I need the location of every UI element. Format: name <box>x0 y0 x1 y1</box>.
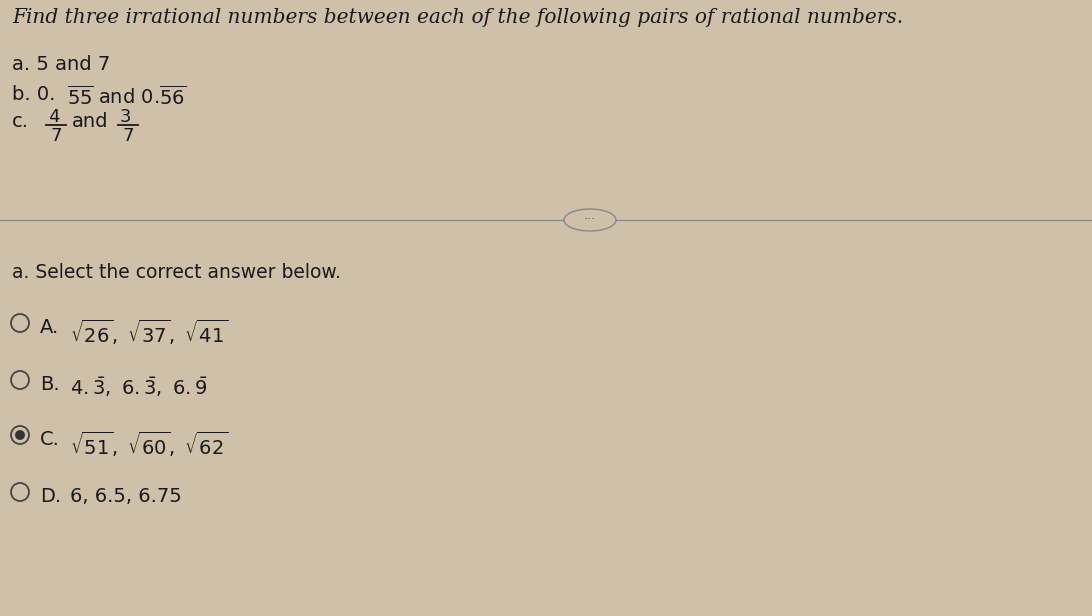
Text: $\sqrt{26}$$,\ \sqrt{37}$$,\ \sqrt{41}$: $\sqrt{26}$$,\ \sqrt{37}$$,\ \sqrt{41}$ <box>70 318 228 347</box>
Text: 7: 7 <box>50 127 61 145</box>
Text: D.: D. <box>40 487 61 506</box>
Text: 7: 7 <box>122 127 133 145</box>
Text: b. 0.: b. 0. <box>12 85 56 104</box>
Ellipse shape <box>563 209 616 231</box>
Text: and: and <box>72 112 108 131</box>
Text: 4: 4 <box>48 108 59 126</box>
Circle shape <box>11 371 29 389</box>
Text: A.: A. <box>40 318 59 337</box>
Circle shape <box>15 430 25 440</box>
Text: C.: C. <box>40 430 60 449</box>
Circle shape <box>11 314 29 332</box>
Text: ···: ··· <box>584 214 596 227</box>
Circle shape <box>11 483 29 501</box>
Text: B.: B. <box>40 375 60 394</box>
Circle shape <box>11 426 29 444</box>
Text: $4.\bar{3},\ 6.\bar{3},\ 6.\bar{9}$: $4.\bar{3},\ 6.\bar{3},\ 6.\bar{9}$ <box>70 375 207 399</box>
Text: a. 5 and 7: a. 5 and 7 <box>12 55 110 74</box>
Text: $\sqrt{51}$$,\ \sqrt{60}$$,\ \sqrt{62}$: $\sqrt{51}$$,\ \sqrt{60}$$,\ \sqrt{62}$ <box>70 430 228 459</box>
Text: Find three irrational numbers between each of the following pairs of rational nu: Find three irrational numbers between ea… <box>12 8 903 27</box>
Text: c.: c. <box>12 112 29 131</box>
Text: a. Select the correct answer below.: a. Select the correct answer below. <box>12 263 341 282</box>
Text: 6, 6.5, 6.75: 6, 6.5, 6.75 <box>70 487 181 506</box>
Text: $\overline{55}$ and 0.$\overline{56}$: $\overline{55}$ and 0.$\overline{56}$ <box>67 85 187 108</box>
Text: 3: 3 <box>120 108 131 126</box>
